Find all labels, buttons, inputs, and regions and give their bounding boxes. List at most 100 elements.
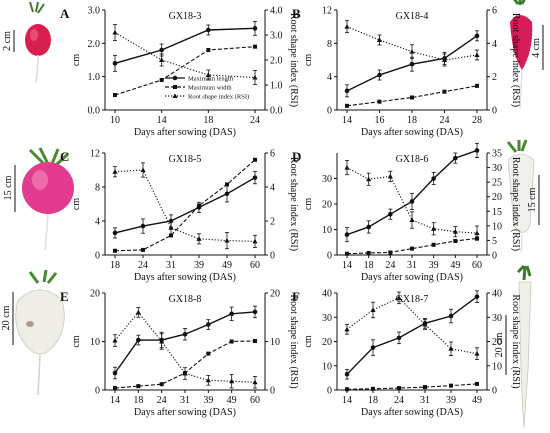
data-point-circle <box>453 155 458 161</box>
series-line-square <box>114 46 256 96</box>
legend-label: Maximum width <box>188 85 232 92</box>
x-tick-label: 18 <box>368 395 378 406</box>
y-axis-label: cm <box>303 198 314 210</box>
data-point-circle <box>474 294 480 299</box>
photo-e-scale: 20 cm <box>1 305 12 330</box>
y-tick-label: 4 <box>327 72 332 83</box>
y-tick-label: 30 <box>322 174 332 185</box>
x-tick-label: 24 <box>138 260 148 271</box>
y-axis-label: cm <box>303 54 314 66</box>
data-point-circle <box>159 47 164 53</box>
y2-tick-label: 10 <box>492 221 502 232</box>
y2-axis-label: Root shape index (RSI) <box>510 157 521 251</box>
x-tick-label: 60 <box>250 260 260 271</box>
y2-tick-label: 3.0 <box>270 31 283 42</box>
y-axis-label: cm <box>303 335 314 347</box>
panel-d: D GX18-6 0 10 20 30 0 5 10 15 20 25 30 35 14 18 24 31 39 49… <box>292 142 521 283</box>
data-point-triangle <box>366 176 372 182</box>
x-tick-label: 14 <box>110 395 120 406</box>
x-tick-label: 10 <box>110 115 120 126</box>
x-tick-label: 14 <box>342 395 352 406</box>
data-point-triangle <box>112 337 118 343</box>
data-point-triangle <box>448 346 454 351</box>
data-point-triangle <box>112 29 118 35</box>
y-tick-label: 8 <box>95 183 100 194</box>
data-point-triangle <box>224 237 230 243</box>
series-line-square <box>114 340 256 389</box>
y2-tick-label: 25 <box>492 178 502 189</box>
data-point-square <box>453 238 458 243</box>
data-point-square <box>159 382 164 387</box>
panel-title: GX18-3 <box>169 11 202 22</box>
data-point-square <box>410 95 414 100</box>
x-tick-label: 24 <box>250 115 260 126</box>
x-axis-label: Days after sowing (DAS) <box>361 272 463 283</box>
panel-letter: F <box>292 289 300 304</box>
data-point-square <box>113 248 117 253</box>
legend-marker-triangle <box>172 93 178 98</box>
legend: Maximum length Maximum width Root shape in… <box>165 76 249 101</box>
data-point-circle <box>182 331 188 337</box>
data-point-triangle <box>135 309 141 315</box>
y2-tick-label: 6 <box>492 6 497 17</box>
x-tick-label: 18 <box>203 115 213 126</box>
photo-f: 20 cm <box>494 264 532 429</box>
y2-tick-label: 30 <box>492 313 502 324</box>
y2-tick-label: 0 <box>270 251 275 262</box>
panel-letter: A <box>60 6 70 21</box>
data-point-circle <box>474 33 480 39</box>
y-tick-label: 20 <box>322 200 332 211</box>
data-point-triangle <box>376 37 383 42</box>
data-point-square <box>475 381 479 386</box>
data-point-triangle <box>344 24 350 29</box>
data-point-triangle <box>168 225 174 230</box>
data-point-circle <box>370 345 376 350</box>
y-axis-label: cm <box>71 335 82 347</box>
radish-long-red-icon <box>510 0 533 109</box>
radish-small-red-icon <box>25 1 51 83</box>
y2-tick-label: 6 <box>270 149 275 160</box>
panel-letter: E <box>60 289 69 304</box>
radish-white-round-icon <box>15 269 65 396</box>
y-tick-label: 0.0 <box>88 106 101 117</box>
data-point-triangle <box>441 57 448 62</box>
data-point-square <box>253 44 257 49</box>
y-tick-label: 10 <box>90 337 100 348</box>
y2-tick-label: 0 <box>492 386 497 397</box>
data-point-circle <box>112 61 118 66</box>
y2-axis-label: Root shape index (RSI) <box>510 13 521 107</box>
photo-a-scale: 2 cm <box>2 31 13 51</box>
photo-d-scale: 15 cm <box>527 187 538 212</box>
data-point-circle <box>229 311 234 317</box>
x-tick-label: 18 <box>133 395 143 406</box>
data-point-square <box>206 48 211 52</box>
data-point-square <box>345 387 349 392</box>
x-tick-label: 14 <box>157 115 167 126</box>
y2-tick-label: 4.0 <box>270 6 283 17</box>
x-tick-label: 24 <box>157 395 167 406</box>
data-point-triangle <box>474 52 480 57</box>
y-tick-label: 10 <box>322 361 332 372</box>
series-line-triangle <box>346 297 478 355</box>
y2-tick-label: 5 <box>492 236 497 247</box>
data-point-circle <box>344 88 350 94</box>
data-point-square <box>253 157 257 162</box>
legend-marker-circle <box>172 75 178 81</box>
panel-title: GX18-5 <box>169 154 202 165</box>
data-point-square <box>397 386 401 391</box>
data-point-triangle <box>344 326 350 332</box>
x-tick-label: 28 <box>472 115 482 126</box>
data-point-circle <box>252 175 258 180</box>
y2-tick-label: 0 <box>270 386 275 397</box>
y2-tick-label: 40 <box>492 289 502 300</box>
data-point-square <box>206 351 211 356</box>
data-point-triangle <box>452 229 458 234</box>
data-point-square <box>388 250 393 255</box>
photo-c-scale: 15 cm <box>3 175 14 200</box>
data-point-square <box>159 78 164 82</box>
data-point-circle <box>168 218 174 224</box>
legend-label: Maximum length <box>188 76 234 83</box>
y2-tick-label: 20 <box>492 192 502 203</box>
